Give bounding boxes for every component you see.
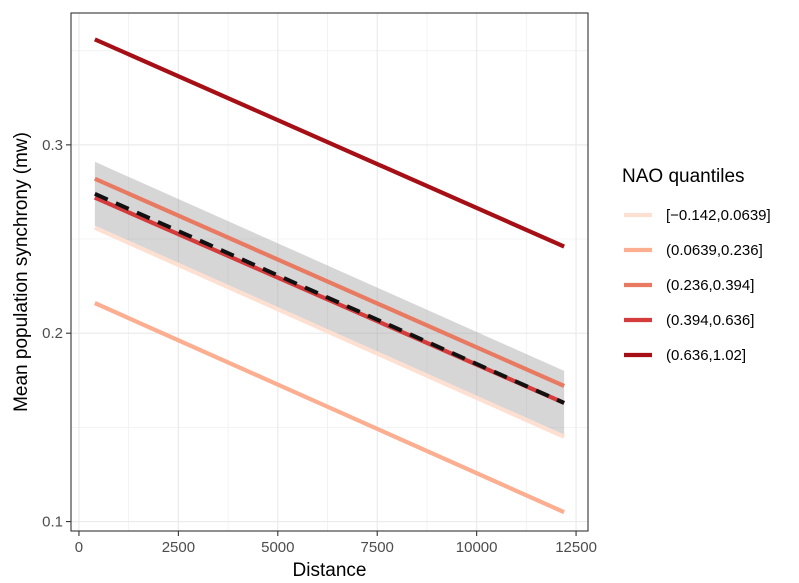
x-tick-label: 2500: [162, 539, 195, 556]
series-line-3: [94, 176, 565, 388]
y-tick-label: 0.1: [42, 514, 63, 531]
legend-label-1: [−0.142,0.0639]: [666, 207, 771, 224]
series-line-5: [94, 37, 565, 249]
x-tick-label: 0: [75, 539, 83, 556]
legend-label-5: (0.636,1.02]: [666, 347, 746, 364]
grid-major: [71, 13, 588, 531]
x-axis-title: Distance: [293, 560, 367, 581]
plot-panel: [71, 13, 588, 531]
y-tick-label: 0.2: [42, 325, 63, 342]
legend-label-2: (0.0639,0.236]: [666, 242, 763, 259]
y-axis-title: Mean population synchrony (mw): [11, 132, 32, 412]
x-tick-label: 7500: [361, 539, 394, 556]
y-tick-label: 0.3: [42, 137, 63, 154]
x-axis: 0 2500 5000 7500 10000 12500: [75, 531, 597, 556]
plot-border: [70, 12, 589, 532]
plot-area: [70, 12, 589, 532]
series-line-2: [94, 301, 565, 515]
legend-label-3: (0.236,0.394]: [666, 277, 754, 294]
x-tick-label: 10000: [456, 539, 498, 556]
legend-items: [−0.142,0.0639] (0.0639,0.236] (0.236,0.39…: [624, 207, 771, 364]
legend-title: NAO quantiles: [622, 166, 745, 187]
overall-fit: [94, 192, 565, 405]
legend-label-4: (0.394,0.636]: [666, 312, 754, 329]
x-tick-label: 5000: [261, 539, 294, 556]
x-tick-label: 12500: [555, 539, 597, 556]
y-axis: 0.1 0.2 0.3: [42, 137, 71, 531]
series-line-1: [94, 225, 565, 439]
overall-fit-line: [94, 192, 565, 405]
legend: NAO quantiles [−0.142,0.0639] (0.0639,0.2…: [622, 166, 771, 364]
